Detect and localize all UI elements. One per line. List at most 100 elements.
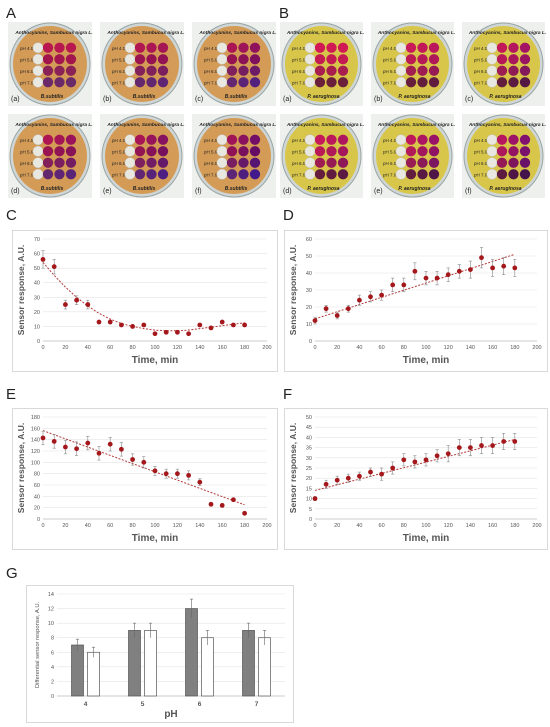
y-axis-label: Sensor response, A.U.	[16, 245, 26, 335]
organism-label: P. aeruginosa	[398, 186, 430, 192]
control-well	[304, 134, 316, 146]
y-tick-label: 4	[51, 665, 54, 671]
ph-label: pH 4.0	[292, 138, 306, 143]
sample-well	[508, 77, 519, 88]
sample-well	[337, 42, 349, 53]
data-point	[63, 302, 68, 307]
sample-well	[238, 169, 249, 180]
data-point	[186, 472, 192, 478]
data-point	[334, 477, 340, 483]
sample-well	[417, 146, 428, 157]
dish-header-text: Anthocyanins, Sambucus nigra L.	[377, 122, 455, 128]
sample-well	[519, 54, 531, 65]
ph-label: pH 5.0	[204, 149, 218, 154]
x-tick-label: 60	[379, 345, 385, 351]
y-tick-label: 50	[306, 415, 312, 421]
dish-header-text: Anthocyanins, Sambucus nigra L.	[14, 122, 92, 128]
sample-well	[405, 146, 417, 157]
petri-dish: Anthocyanins, Sambucus nigra L. P. aerugi…	[462, 114, 546, 198]
y-tick-label: 180	[31, 415, 40, 421]
dish-sub-label: (d)	[11, 188, 20, 195]
sample-well	[337, 77, 349, 88]
y-tick-label: 10	[48, 621, 54, 627]
sample-well	[238, 42, 249, 53]
y-tick-label: 20	[34, 310, 40, 316]
data-point	[107, 319, 113, 325]
control-well	[486, 145, 498, 157]
panel-label-f: F	[283, 386, 293, 403]
data-point	[219, 503, 225, 508]
control-well	[486, 53, 498, 65]
control-well	[124, 145, 136, 157]
ph-label: pH 4.0	[20, 138, 34, 143]
sample-well	[157, 134, 169, 145]
x-tick-label: 100	[421, 523, 430, 529]
sample-well	[428, 65, 440, 76]
sample-well	[417, 157, 428, 168]
control-well	[124, 42, 136, 54]
x-tick-label: 120	[173, 345, 182, 351]
y-tick-label: 60	[34, 252, 40, 258]
dish-sub-label: (a)	[11, 96, 20, 103]
sample-well	[134, 146, 146, 157]
x-tick-label: 20	[334, 523, 340, 529]
y-tick-label: 0	[309, 339, 312, 345]
x-tick-label: 140	[466, 523, 475, 529]
sample-well	[428, 42, 440, 53]
sample-well	[428, 157, 440, 168]
y-tick-label: 30	[306, 456, 312, 462]
ph-label: pH 5.0	[292, 149, 306, 154]
sample-well	[146, 146, 157, 157]
organism-label: B.subtilis	[133, 186, 156, 192]
dish-header-text: Anthocyanins, Sambucus nigra L.	[468, 122, 546, 128]
sample-well	[405, 65, 417, 76]
ph-label: pH 7.0	[20, 172, 34, 177]
x-tick-label: 0	[313, 523, 316, 529]
sample-well	[42, 157, 54, 168]
y-tick-label: 20	[306, 305, 312, 311]
data-point	[130, 324, 135, 329]
data-point	[40, 435, 46, 441]
control-well	[486, 65, 498, 77]
sample-well	[157, 146, 169, 157]
x-tick-label: 200	[262, 523, 271, 529]
sample-well	[326, 146, 337, 157]
y-tick-label: 2	[51, 679, 54, 685]
sample-well	[54, 134, 65, 145]
sample-well	[314, 134, 326, 145]
bar	[128, 630, 141, 697]
y-tick-label: 14	[48, 592, 54, 598]
x-tick-label: 100	[150, 523, 159, 529]
sample-well	[519, 157, 531, 168]
sample-well	[496, 157, 508, 168]
sample-well	[65, 146, 77, 157]
data-point	[107, 441, 113, 447]
sample-well	[519, 146, 531, 157]
sample-well	[146, 157, 157, 168]
ph-label: pH 6.0	[112, 161, 126, 166]
x-tick-label: 80	[401, 345, 407, 351]
bar	[201, 637, 214, 697]
data-point	[51, 264, 57, 270]
y-tick-label: 5	[309, 507, 312, 513]
control-well	[395, 42, 407, 54]
control-well	[395, 76, 407, 88]
x-tick-label: 160	[218, 523, 227, 529]
organism-label: B.subtilis	[41, 186, 64, 192]
sample-well	[157, 157, 169, 168]
data-point	[130, 457, 135, 462]
dish-sub-label: (f)	[465, 188, 472, 195]
bar	[144, 630, 157, 697]
sample-well	[508, 65, 519, 76]
control-well	[216, 134, 228, 146]
y-tick-label: 10	[306, 322, 312, 328]
data-point	[468, 445, 473, 450]
sample-well	[249, 42, 261, 53]
sample-well	[42, 42, 54, 53]
sample-well	[496, 77, 508, 88]
sample-well	[146, 42, 157, 53]
sample-well	[417, 54, 428, 65]
petri-dish: Anthocyanins, Sambucus nigra L. P. aerugi…	[371, 114, 455, 198]
data-point	[423, 457, 429, 463]
x-axis-label: Time, min	[403, 533, 450, 544]
